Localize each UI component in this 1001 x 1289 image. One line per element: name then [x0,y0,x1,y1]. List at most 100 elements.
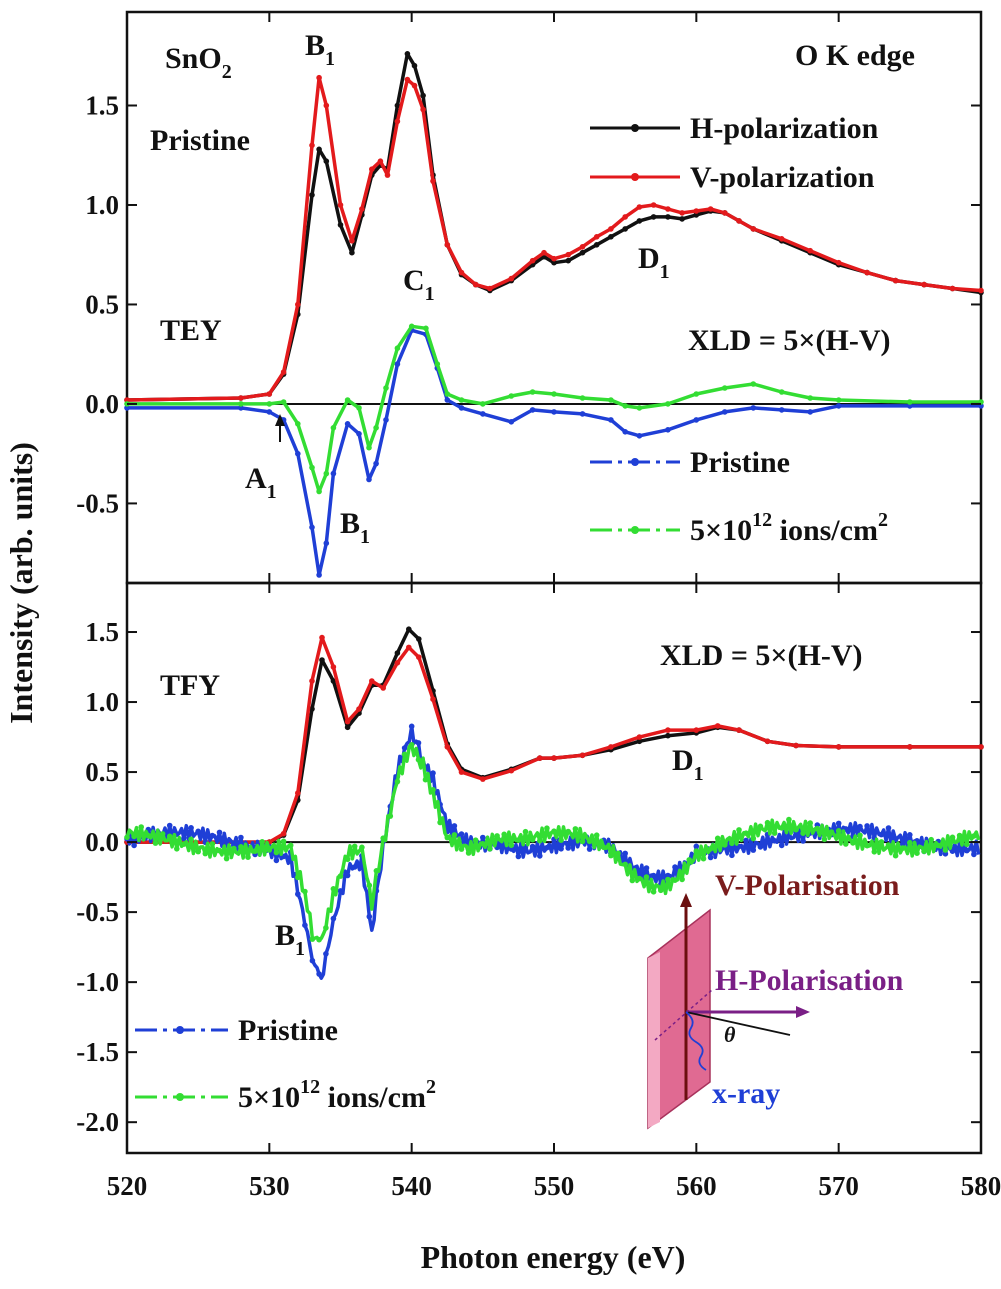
x-tick-label: 530 [249,1171,290,1201]
data-point [434,361,441,367]
data-point [907,399,913,405]
data-point [729,840,735,847]
data-point [541,249,547,256]
data-point [522,828,529,835]
data-point [366,444,372,451]
data-point [892,277,899,284]
state-label: Pristine [150,124,250,157]
peak-b1-bottom: B1 [275,919,305,960]
data-point [978,744,984,750]
data-point [188,836,194,843]
data-point [686,857,692,863]
data-point [722,385,728,391]
data-point [369,166,375,172]
data-point [238,405,244,411]
data-point [714,723,721,729]
data-point [665,401,671,407]
data-point [406,644,412,651]
data-point [978,287,984,294]
data-point [508,419,515,425]
data-point [166,833,173,840]
data-point [565,828,571,835]
data-point [665,876,671,883]
data-point [238,834,244,841]
data-point [394,650,401,656]
data-point [259,839,266,845]
data-point [330,886,337,892]
data-point [480,841,486,847]
legend-xld-irradiated-bottom: 5×1012 ions/cm2 [135,1076,436,1114]
data-point [383,417,389,423]
edge-label: O K edge [795,39,915,72]
data-point [771,830,778,836]
peak-c1: C1 [403,264,435,305]
data-point [401,745,408,751]
material-label: SnO2 [165,42,232,83]
data-point [608,852,614,859]
data-point [743,837,749,844]
data-point [693,417,700,423]
data-point [344,397,351,403]
data-point [394,102,401,109]
data-point [195,848,201,855]
data-point [778,407,785,413]
data-point [693,391,700,397]
data-point [807,409,813,415]
data-point [356,405,362,411]
data-point [159,831,166,837]
arrow-a1 [275,414,285,442]
data-point [337,888,344,894]
y-tick-label: 0.0 [85,389,119,419]
plane-dash [654,989,713,1041]
data-point [764,819,771,826]
data-point [472,281,479,288]
data-point [359,206,365,212]
data-point [693,208,700,214]
data-point [529,407,536,413]
data-point [181,835,187,842]
data-point [373,460,379,467]
data-point [404,51,411,57]
data-point [857,832,863,839]
data-point [444,391,451,397]
data-point [394,361,401,367]
data-point [330,678,337,684]
y-tick-label: 0.0 [85,827,119,857]
data-point [636,405,643,411]
data-point [693,727,700,733]
data-point [778,236,785,242]
data-point [420,92,426,99]
data-point [508,393,515,399]
data-point [323,470,330,477]
data-point [266,409,273,415]
y-tick-label: 1.0 [85,190,119,220]
data-point [319,634,325,641]
data-point [622,403,628,409]
data-point [579,249,586,256]
legend-xld-irradiated-top: 5×1012 ions/cm2 [590,509,888,547]
data-point [537,755,543,761]
data-point [344,421,351,427]
data-point [736,218,742,224]
data-point [551,259,557,266]
data-point [565,251,571,258]
data-point [273,857,280,864]
data-point [458,831,465,837]
data-point [736,827,742,833]
data-point [636,738,643,745]
data-point [693,212,700,218]
data-point [309,957,316,964]
data-point [835,828,842,834]
data-point [907,839,913,846]
data-point [387,813,394,819]
data-point [579,838,586,845]
data-point [551,255,557,262]
data-point [295,421,301,427]
data-point [672,864,678,870]
data-point [593,234,600,240]
data-point [351,864,358,870]
data-point [330,915,337,922]
data-point [366,913,373,920]
data-point [494,833,500,839]
data-point [672,877,678,883]
